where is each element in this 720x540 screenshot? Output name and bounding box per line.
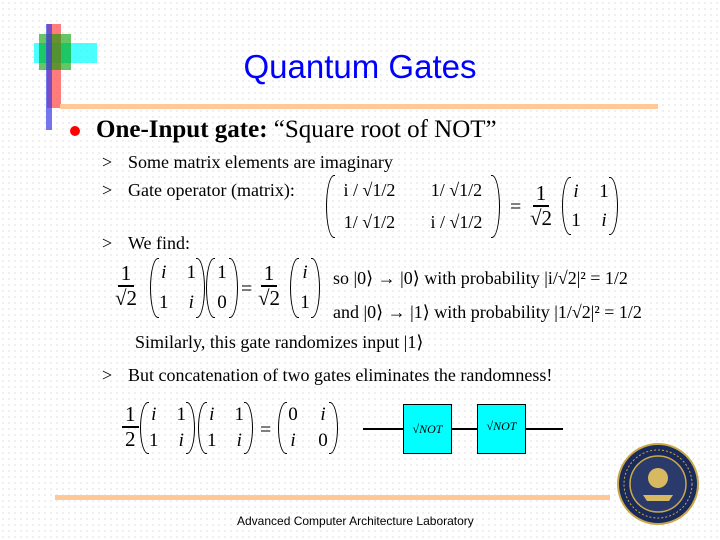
- den: √2: [258, 286, 281, 311]
- heading: One-Input gate: “Square root of NOT”: [96, 116, 497, 144]
- cell: 1: [217, 262, 227, 283]
- equals: =: [260, 419, 272, 441]
- cell: i: [573, 180, 579, 202]
- bullet-2: Gate operator (matrix):: [128, 180, 295, 200]
- footer-text: Advanced Computer Architecture Laborator…: [237, 514, 474, 528]
- gate-label: √NOT: [412, 421, 443, 436]
- cell: 1: [186, 262, 197, 283]
- cell: 1/ √1/2: [343, 211, 396, 232]
- cell: 1/ √1/2: [430, 180, 483, 201]
- cell: i: [188, 292, 194, 313]
- cell: i: [320, 404, 326, 425]
- concat-result: 0 i i 0: [278, 402, 338, 454]
- bullet-dot: [70, 126, 80, 136]
- cell: i: [161, 262, 167, 283]
- heading-bold: One-Input gate:: [96, 116, 268, 143]
- cell: i: [290, 430, 296, 451]
- cell: i: [236, 430, 242, 451]
- num: 1: [260, 261, 278, 288]
- wire-out: [526, 428, 563, 430]
- marker: >: [102, 233, 113, 253]
- cell: 1: [300, 292, 310, 313]
- marker: >: [102, 365, 113, 385]
- cell: i: [601, 209, 607, 231]
- wire-in: [363, 428, 403, 430]
- deco-blue: [46, 24, 52, 130]
- den: √2: [530, 206, 553, 231]
- prob-line-1: so |0⟩ → |0⟩ with probability |i/√2|² = …: [333, 268, 628, 288]
- cell: i / √1/2: [430, 211, 483, 232]
- title-rule: [60, 104, 658, 109]
- cell: i: [302, 262, 308, 283]
- university-seal-logo: [617, 443, 699, 525]
- cell: 1: [176, 404, 187, 425]
- coef: 1 √2: [258, 261, 281, 311]
- deco-green: [39, 34, 71, 70]
- marker: >: [102, 152, 113, 172]
- heading-rest: “Square root of NOT”: [267, 116, 497, 143]
- gate-matrix: i / √1/2 1/ √1/2 1/ √1/2 i / √1/2: [326, 175, 500, 238]
- footer-rule: [55, 495, 610, 500]
- sqrt-not-gate-1: √NOT: [403, 404, 452, 454]
- cell: 1: [234, 404, 245, 425]
- cell: i: [178, 430, 184, 451]
- cell: 0: [318, 430, 328, 451]
- coef: 1 √2: [115, 261, 138, 311]
- similarly: Similarly, this gate randomizes input |1…: [135, 332, 424, 352]
- gate-label: √NOT: [486, 419, 517, 433]
- den: √2: [115, 286, 138, 311]
- sqrt-not-gate-2: √NOT: [477, 404, 526, 454]
- cell: 1: [149, 430, 159, 451]
- num: 1: [122, 402, 139, 429]
- bullet-1: Some matrix elements are imaginary: [128, 152, 393, 172]
- den: 2: [125, 427, 136, 452]
- equals: =: [510, 196, 522, 218]
- cell: 0: [217, 292, 227, 313]
- slide-title: Quantum Gates: [243, 48, 477, 85]
- cell: i: [209, 404, 215, 425]
- bullet-3: We find:: [128, 233, 191, 253]
- cell: i / √1/2: [343, 180, 396, 201]
- cell: i: [151, 404, 157, 425]
- prob-line-2: and |0⟩ → |1⟩ with probability |1/√2|² =…: [333, 302, 642, 322]
- coef: 1 √2: [530, 181, 553, 231]
- equals: =: [241, 278, 253, 300]
- cell: 0: [288, 404, 298, 425]
- cell: 1: [207, 430, 217, 451]
- bullet-4: But concatenation of two gates eliminate…: [128, 365, 553, 385]
- wire-mid: [452, 428, 477, 430]
- num: 1: [117, 261, 135, 288]
- cell: 1: [159, 292, 169, 313]
- num: 1: [532, 181, 550, 208]
- cell: 1: [599, 180, 609, 202]
- cell: 1: [571, 209, 581, 231]
- marker: >: [102, 180, 113, 200]
